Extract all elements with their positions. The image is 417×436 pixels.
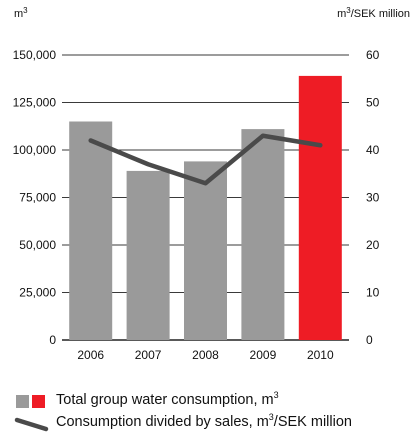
- right-tick-label: 60: [366, 48, 380, 62]
- right-tick-label: 0: [366, 333, 373, 347]
- legend-line-symbol: [14, 417, 49, 432]
- bars: [69, 75, 342, 341]
- right-tick-label: 50: [366, 96, 380, 110]
- left-axis-unit: m3: [14, 6, 28, 20]
- category-label: 2007: [135, 348, 162, 362]
- right-axis-unit: m3/SEK million: [337, 6, 410, 20]
- category-label: 2008: [192, 348, 219, 362]
- ratio-line: [88, 133, 323, 186]
- bar: [184, 161, 227, 340]
- bar: [241, 129, 285, 340]
- left-axis-ticks: 0 25,000 50,000 75,000 100,000 125,000 150,000: [13, 48, 57, 347]
- right-tick-label: 30: [366, 191, 380, 205]
- left-tick-label: 100,000: [13, 143, 57, 157]
- category-label: 2006: [77, 348, 104, 362]
- right-tick-label: 40: [366, 143, 380, 157]
- x-axis-categories: 2006 2007 2008 2009 2010: [77, 348, 334, 362]
- right-tick-label: 10: [366, 286, 380, 300]
- bar: [69, 121, 113, 340]
- bar: [298, 75, 342, 341]
- combo-chart: m3 m3/SEK million 025,00050,00075,000100…: [13, 6, 410, 362]
- right-tick-label: 20: [366, 238, 380, 252]
- legend-swatch-gray: [16, 395, 29, 408]
- legend-line: Consumption divided by sales, m3/SEK mil…: [0, 412, 417, 436]
- left-tick-label: 50,000: [19, 238, 56, 252]
- category-label: 2010: [307, 348, 334, 362]
- legend-line-label: Consumption divided by sales, m3/SEK mil…: [56, 412, 352, 430]
- left-tick-label: 0: [49, 333, 56, 347]
- category-label: 2009: [250, 348, 277, 362]
- left-tick-label: 75,000: [19, 191, 56, 205]
- left-tick-label: 25,000: [19, 286, 56, 300]
- legend-bars-label: Total group water consumption, m3: [56, 390, 279, 408]
- ratio-series-line: [88, 133, 323, 186]
- legend-bars: Total group water consumption, m3: [0, 390, 417, 414]
- bar: [126, 170, 170, 340]
- left-tick-label: 125,000: [13, 96, 57, 110]
- left-tick-label: 150,000: [13, 48, 57, 62]
- right-axis-ticks: 0 10 20 30 40 50 60: [366, 48, 380, 347]
- legend-swatch-red: [32, 395, 45, 408]
